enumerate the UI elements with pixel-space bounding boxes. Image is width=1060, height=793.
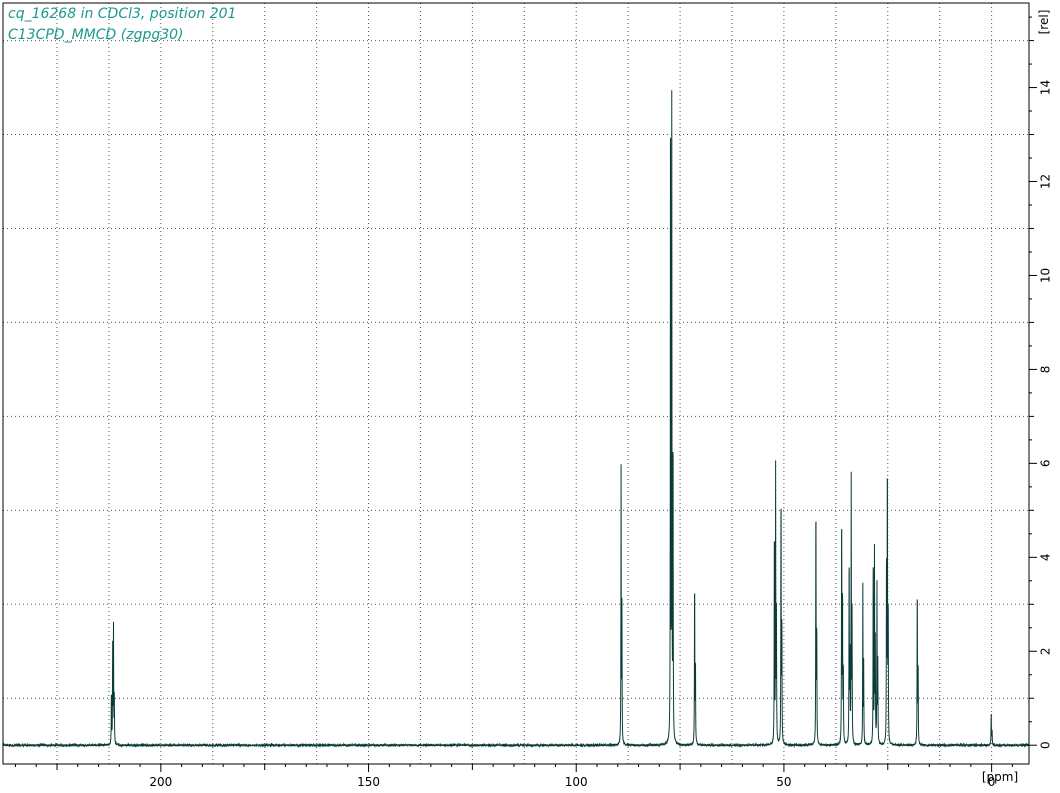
y-tick-label: 10: [1039, 268, 1053, 283]
x-tick-label: 50: [776, 775, 791, 789]
x-tick-label: 200: [149, 775, 172, 789]
x-axis-label: [ppm]: [982, 770, 1018, 784]
y-tick-label: 0: [1039, 741, 1053, 749]
plot-frame: [2, 2, 1030, 765]
y-tick-label: 6: [1039, 460, 1053, 468]
y-axis-label: [rel]: [1037, 10, 1051, 35]
y-tick-label: 4: [1039, 553, 1053, 561]
y-axis: 0 2 4 6 8 10 12 14: [1029, 16, 1053, 749]
x-axis: 200 150 100 50 0: [14, 764, 1013, 789]
y-tick-label: 2: [1039, 647, 1053, 655]
y-tick-label: 14: [1039, 80, 1053, 95]
y-tick-label: 12: [1039, 174, 1053, 189]
y-tick-label: 8: [1039, 366, 1053, 374]
grid-lines: [3, 3, 1029, 764]
x-tick-label: 150: [357, 775, 380, 789]
x-tick-label: 100: [565, 775, 588, 789]
x-tick-label: 0: [988, 775, 996, 789]
spectrum-trace: [2, 90, 1030, 749]
pulse-program-label: C13CPD_MMCD (zgpg30): [8, 27, 184, 43]
spectrum-title: cq_16268 in CDCl3, position 201: [8, 6, 237, 22]
